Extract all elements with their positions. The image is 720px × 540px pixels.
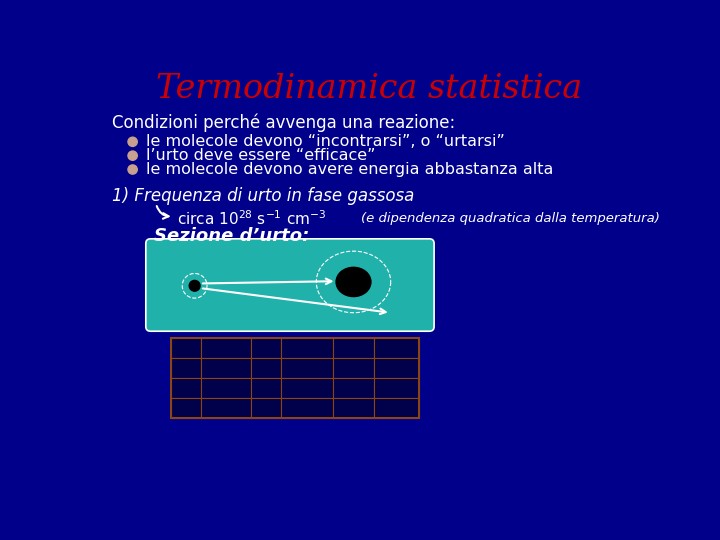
Text: 0.17: 0.17 xyxy=(209,361,243,376)
Text: 0.13: 0.13 xyxy=(209,341,243,356)
Circle shape xyxy=(128,165,138,174)
Text: circa $10^{28}$ s$^{-1}$ cm$^{-3}$: circa $10^{28}$ s$^{-1}$ cm$^{-3}$ xyxy=(177,210,326,228)
Circle shape xyxy=(128,151,138,160)
Text: Ar: Ar xyxy=(178,381,194,396)
Text: Ne: Ne xyxy=(176,361,197,376)
Text: Kr: Kr xyxy=(178,401,194,416)
Text: He: He xyxy=(176,341,197,356)
Bar xyxy=(374,358,418,378)
Bar xyxy=(171,358,201,378)
Bar xyxy=(281,338,333,358)
Bar xyxy=(333,398,374,419)
Text: 0.41: 0.41 xyxy=(379,381,413,396)
Bar xyxy=(201,338,251,358)
Text: 0.15: 0.15 xyxy=(290,341,324,356)
Circle shape xyxy=(189,280,200,291)
Bar xyxy=(374,378,418,398)
Bar xyxy=(251,358,281,378)
Bar xyxy=(333,378,374,398)
Bar xyxy=(171,378,201,398)
Bar xyxy=(281,378,333,398)
Text: l’urto deve essere “efficace”: l’urto deve essere “efficace” xyxy=(145,148,375,163)
Text: 0.26: 0.26 xyxy=(209,381,243,396)
Text: O₂: O₂ xyxy=(257,381,275,396)
Text: 0.23: 0.23 xyxy=(379,361,413,376)
Text: 0.31: 0.31 xyxy=(290,361,324,376)
FancyBboxPatch shape xyxy=(145,239,434,331)
Bar xyxy=(333,338,374,358)
Text: Cl₂: Cl₂ xyxy=(256,401,276,416)
Bar xyxy=(251,398,281,419)
Text: 1) Frequenza di urto in fase gassosa: 1) Frequenza di urto in fase gassosa xyxy=(112,187,414,205)
Text: le molecole devono avere energia abbastanza alta: le molecole devono avere energia abbasta… xyxy=(145,162,553,177)
Ellipse shape xyxy=(336,267,371,296)
Text: 0.43: 0.43 xyxy=(290,401,324,416)
Bar xyxy=(171,338,201,358)
Circle shape xyxy=(128,137,138,146)
Text: Termodinamica statistica: Termodinamica statistica xyxy=(156,73,582,105)
Text: 0.32: 0.32 xyxy=(209,401,243,416)
Text: CO₂: CO₂ xyxy=(339,341,368,356)
Bar xyxy=(251,338,281,358)
Bar xyxy=(201,398,251,419)
Text: N₂: N₂ xyxy=(257,361,274,376)
Text: H₂O: H₂O xyxy=(338,361,369,376)
Text: 0.27: 0.27 xyxy=(290,381,324,396)
Bar xyxy=(251,378,281,398)
Text: Sezione d’urto:: Sezione d’urto: xyxy=(153,227,309,245)
Text: H₂: H₂ xyxy=(257,341,275,356)
Text: le molecole devono “incontrarsi”, o “urtarsi”: le molecole devono “incontrarsi”, o “urt… xyxy=(145,134,505,149)
Bar xyxy=(171,398,201,419)
Bar xyxy=(281,398,333,419)
Bar xyxy=(281,358,333,378)
Bar xyxy=(333,358,374,378)
Bar xyxy=(201,358,251,378)
Bar xyxy=(374,398,418,419)
Text: 0.66: 0.66 xyxy=(379,341,413,356)
Bar xyxy=(171,338,418,418)
Bar xyxy=(201,378,251,398)
Text: Hg: Hg xyxy=(343,381,364,396)
Text: (e dipendenza quadratica dalla temperatura): (e dipendenza quadratica dalla temperatu… xyxy=(361,212,660,225)
Text: Condizioni perché avvenga una reazione:: Condizioni perché avvenga una reazione: xyxy=(112,113,455,132)
Bar xyxy=(374,338,418,358)
